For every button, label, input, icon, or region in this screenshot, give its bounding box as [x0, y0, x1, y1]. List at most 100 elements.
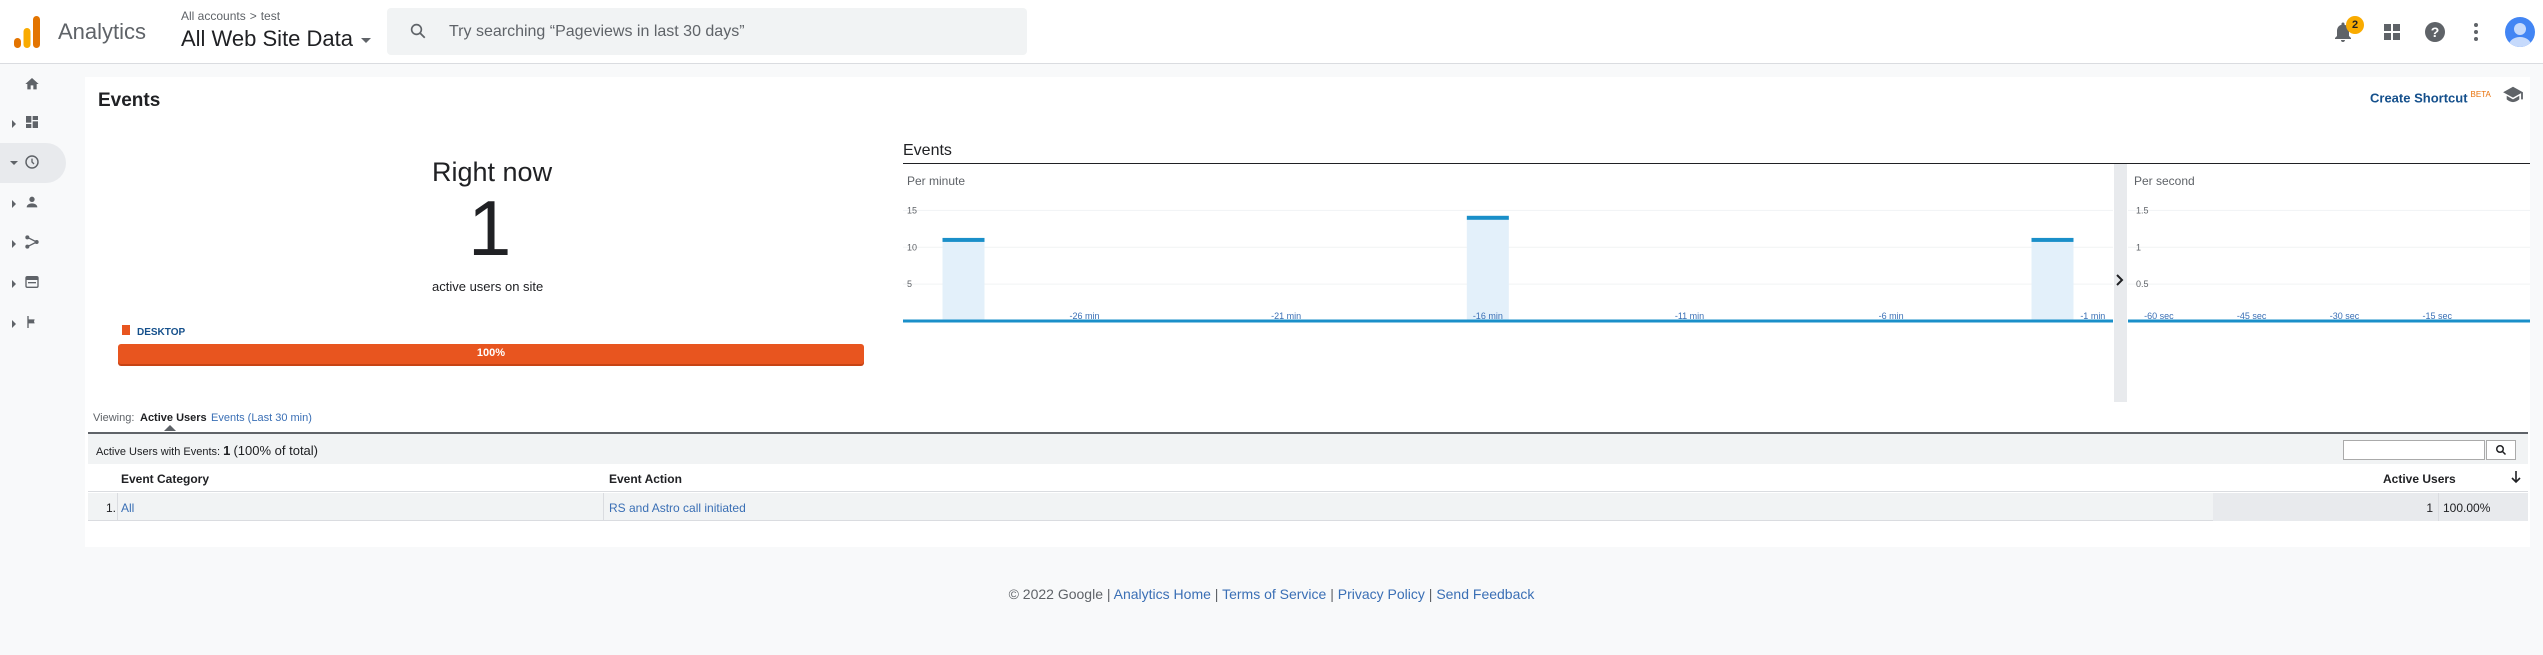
summary-label-text: Active Users with Events:: [96, 446, 221, 458]
person-icon: [26, 196, 38, 208]
x-tick-label: -15 sec: [2422, 311, 2452, 321]
bar-background: [942, 239, 985, 321]
chart-title: Events: [903, 142, 952, 159]
table-header: Event Category Event Action Active Users: [88, 464, 2528, 492]
sidebar-item-behavior[interactable]: [0, 263, 66, 303]
bar: [2031, 237, 2074, 242]
breadcrumb-account[interactable]: test: [260, 9, 281, 23]
account-icon: [2509, 23, 2531, 47]
apps-grid-icon[interactable]: [2380, 20, 2404, 44]
sidebar-item-home[interactable]: [0, 65, 66, 105]
y-tick-label: 0.5: [2136, 279, 2149, 289]
column-divider: [117, 493, 118, 521]
search-icon: [2496, 445, 2507, 456]
right-now-title: Right now: [432, 157, 553, 187]
per-second-gridlines: [2128, 209, 2530, 323]
y-tick-label: 15: [907, 205, 917, 215]
x-tick-label: -60 sec: [2144, 311, 2174, 321]
footer-link-terms[interactable]: Terms of Service: [1222, 586, 1327, 602]
per-minute-bars: [903, 215, 2113, 323]
chevron-right-icon[interactable]: [2116, 274, 2124, 286]
more-vert-icon[interactable]: [2464, 20, 2488, 44]
chart-expand-handle[interactable]: [2114, 164, 2127, 402]
column-divider: [2438, 493, 2439, 521]
column-divider: [603, 493, 604, 521]
table-search-button[interactable]: [2486, 440, 2516, 460]
app-title[interactable]: Analytics: [58, 19, 147, 44]
bar: [942, 237, 985, 242]
active-users-count: 1: [468, 184, 512, 272]
top-header: Analytics All accounts > test All Web Site…: [0, 0, 2543, 64]
events-card: Events Create Shortcut BETA Right now 1 a…: [85, 77, 2530, 547]
table-row: 1. All RS and Astro call initiated 1 100…: [88, 493, 2528, 521]
analytics-logo-icon[interactable]: [14, 16, 40, 48]
breadcrumb[interactable]: All accounts > test: [181, 9, 280, 23]
row-event-category-link[interactable]: All: [121, 501, 135, 515]
chart-title-divider: [903, 163, 2530, 164]
sidebar-item-conversions[interactable]: [0, 303, 66, 343]
sidebar-item-customization[interactable]: [0, 103, 66, 143]
notification-badge: 2: [2346, 16, 2364, 34]
footer-link-privacy[interactable]: Privacy Policy: [1337, 586, 1425, 602]
acquisition-icon: [25, 235, 39, 249]
left-nav: [0, 65, 70, 655]
table-search-input[interactable]: [2343, 440, 2485, 460]
per-minute-x-ticks: -26 min -21 min -16 min -11 min -6 min -1 min: [1069, 311, 2105, 321]
column-event-action[interactable]: Event Action: [609, 472, 682, 486]
create-shortcut-link[interactable]: Create Shortcut BETA: [2370, 90, 2491, 105]
row-event-action-link[interactable]: RS and Astro call initiated: [609, 501, 746, 515]
per-minute-y-ticks: 15 10 5: [907, 205, 917, 289]
per-second-x-ticks: -60 sec -45 sec -30 sec -15 sec: [2144, 311, 2452, 321]
dashboard-icon: [26, 116, 38, 128]
device-percentage-label: 100%: [476, 347, 506, 359]
footer-link-feedback[interactable]: Send Feedback: [1436, 586, 1535, 602]
device-percentage-bar[interactable]: 100%: [118, 344, 864, 364]
property-selector[interactable]: All Web Site Data: [181, 26, 372, 52]
sidebar-item-realtime[interactable]: [0, 143, 66, 183]
collapse-arrow-icon: [10, 161, 18, 165]
help-icon[interactable]: ?: [2423, 20, 2447, 44]
bar: [1466, 215, 1509, 220]
active-users-subtitle: active users on site: [432, 279, 544, 294]
expand-arrow-icon: [12, 120, 16, 128]
tab-active-users[interactable]: Active Users: [140, 412, 207, 431]
expand-arrow-icon: [12, 240, 16, 248]
per-second-y-ticks: 1.5 1 0.5: [2136, 205, 2149, 289]
breadcrumb-accounts[interactable]: All accounts: [181, 9, 246, 23]
x-tick-label: -21 min: [1271, 311, 1301, 321]
home-icon: [25, 78, 39, 90]
breadcrumb-separator: >: [249, 9, 257, 23]
footer-link-analytics-home[interactable]: Analytics Home: [1113, 586, 1211, 602]
summary-percent: (100% of total): [233, 443, 318, 458]
active-users-cell: [2213, 493, 2528, 521]
chevron-down-icon: [361, 37, 372, 43]
y-tick-label: 10: [907, 242, 917, 252]
y-tick-label: 1: [2136, 242, 2141, 252]
x-tick-label: -1 min: [2080, 311, 2105, 321]
sort-descending-icon[interactable]: [2510, 470, 2522, 484]
footer: © 2022 Google | Analytics Home | Terms o…: [1008, 586, 1535, 602]
expand-arrow-icon: [12, 280, 16, 288]
desktop-legend-swatch: [122, 325, 130, 335]
column-active-users[interactable]: Active Users: [2383, 472, 2456, 486]
tab-events-last-30-min[interactable]: Events (Last 30 min): [211, 412, 312, 424]
bar-background: [2031, 239, 2074, 321]
beta-badge: BETA: [2470, 90, 2491, 99]
x-tick-label: -45 sec: [2237, 311, 2267, 321]
per-second-label: Per second: [2134, 174, 2195, 188]
y-tick-label: 1.5: [2136, 205, 2149, 215]
column-event-category[interactable]: Event Category: [121, 472, 210, 486]
graduation-cap-icon[interactable]: [2502, 85, 2524, 103]
sidebar-item-acquisition[interactable]: [0, 223, 66, 263]
search-input[interactable]: Try searching “Pageviews in last 30 days…: [387, 8, 1027, 55]
sidebar-item-audience[interactable]: [0, 183, 66, 223]
table-summary: Active Users with Events: 1 (100% of tot…: [88, 434, 2528, 464]
per-minute-chart: Per minute 15 10 5 -26 min -21 min -16 min -1…: [903, 174, 2113, 323]
x-tick-label: -26 min: [1069, 311, 1099, 321]
avatar[interactable]: [2505, 17, 2535, 47]
svg-text:?: ?: [2431, 24, 2440, 40]
table-top-border: [88, 432, 2528, 434]
viewing-label: Viewing:: [93, 412, 135, 424]
search-placeholder: Try searching “Pageviews in last 30 days…: [449, 23, 745, 40]
expand-arrow-icon: [12, 320, 16, 328]
